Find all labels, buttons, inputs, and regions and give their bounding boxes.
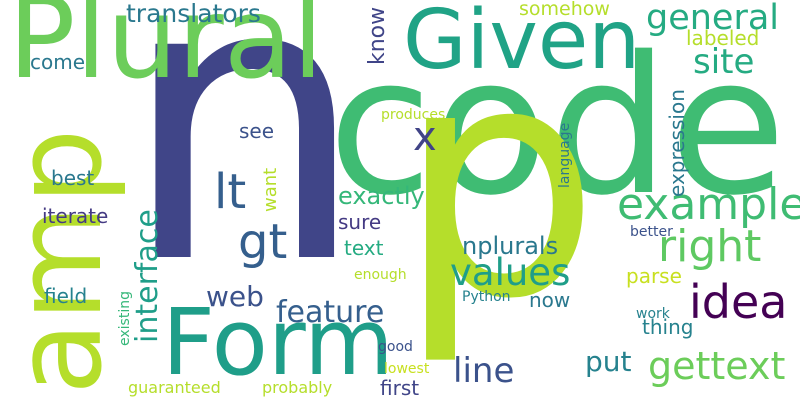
word-somehow: somehow bbox=[519, 0, 610, 20]
word-lowest: lowest bbox=[384, 361, 430, 377]
word-now: now bbox=[529, 288, 571, 312]
word-field: field bbox=[44, 284, 88, 308]
word-values: values bbox=[450, 251, 571, 294]
word-sure: sure bbox=[338, 210, 382, 234]
word-right: right bbox=[658, 221, 762, 272]
word-x: x bbox=[413, 114, 437, 160]
word-translators: translators bbox=[126, 0, 261, 28]
word-site: site bbox=[693, 42, 755, 82]
word-guaranteed: guaranteed bbox=[128, 378, 221, 397]
word-thing: thing bbox=[642, 315, 694, 339]
word-lt: lt bbox=[214, 164, 247, 220]
word-nplurals: nplurals bbox=[462, 232, 559, 260]
word-feature: feature bbox=[276, 295, 385, 330]
word-gettext: gettext bbox=[648, 344, 786, 388]
word-better: better bbox=[630, 224, 673, 240]
word-existing: existing bbox=[117, 291, 133, 346]
word-code: code bbox=[328, 16, 787, 237]
word-given: Given bbox=[403, 0, 641, 88]
word-want: want bbox=[260, 167, 281, 212]
word-probably: probably bbox=[262, 378, 333, 397]
word-produces: produces bbox=[381, 107, 446, 123]
word-enough: enough bbox=[354, 267, 407, 283]
word-expression: expression bbox=[665, 89, 689, 197]
word-labeled: labeled bbox=[686, 26, 760, 50]
word-iterate: iterate bbox=[42, 204, 109, 228]
word-n: n bbox=[120, 0, 368, 349]
word-know: know bbox=[365, 6, 390, 65]
word-first: first bbox=[380, 376, 420, 400]
word-language: language bbox=[557, 122, 573, 188]
word-general: general bbox=[646, 0, 780, 38]
word-python: Python bbox=[462, 289, 511, 305]
word-gt: gt bbox=[238, 214, 288, 270]
word-plural: Plural bbox=[8, 0, 324, 104]
word-line: line bbox=[453, 351, 515, 391]
word-idea: idea bbox=[689, 275, 788, 329]
word-come: come bbox=[30, 50, 86, 74]
word-web: web bbox=[206, 280, 264, 313]
word-text: text bbox=[344, 236, 384, 260]
word-form: Form bbox=[162, 289, 394, 396]
word-see: see bbox=[239, 119, 275, 143]
word-best: best bbox=[51, 166, 95, 190]
word-parse: parse bbox=[626, 264, 682, 288]
word-good: good bbox=[378, 339, 413, 355]
word-p: p bbox=[397, 0, 601, 369]
word-example: example bbox=[617, 179, 800, 230]
word-put: put bbox=[585, 345, 632, 378]
word-work: work bbox=[636, 306, 670, 322]
word-interface: interface bbox=[130, 209, 165, 343]
word-exactly: exactly bbox=[338, 182, 425, 210]
